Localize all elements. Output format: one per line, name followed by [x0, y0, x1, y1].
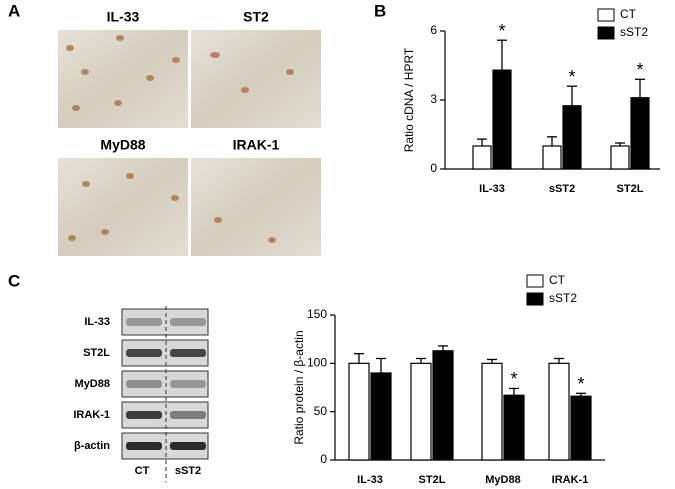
y-tick-label: 150 [307, 307, 327, 321]
bar [503, 394, 525, 461]
legend-swatch [526, 274, 544, 288]
significance: * [498, 21, 505, 41]
micrographs: IL-33 ST2 MyD88 IRAK-1 [58, 9, 321, 256]
significance: * [510, 369, 517, 389]
legend-label: CT [549, 273, 566, 287]
panel-label: A [8, 1, 20, 20]
bar [370, 372, 392, 461]
blot-row-label: MyD88 [75, 378, 110, 390]
image-title: IL-33 [107, 9, 140, 25]
blot-column-label: CT [135, 465, 150, 477]
band [126, 318, 162, 326]
bar [472, 145, 492, 170]
image-title: MyD88 [100, 137, 145, 153]
band [170, 442, 206, 450]
bar [630, 97, 650, 170]
bar [610, 145, 630, 170]
x-tick-label: IRAK-1 [552, 474, 589, 486]
bar [542, 145, 562, 170]
y-axis-label: Ratio cDNA / HPRT [402, 47, 416, 152]
legend-label: sST2 [620, 25, 648, 39]
image-title: ST2 [243, 9, 269, 25]
blot-frame [121, 370, 209, 398]
blot-row-label: β-actin [74, 440, 110, 452]
band [126, 349, 162, 357]
blot-frame [121, 308, 209, 336]
y-tick-label: 3 [430, 92, 437, 106]
band [170, 349, 206, 357]
band [126, 380, 162, 388]
x-tick-label: MyD88 [485, 474, 520, 486]
band [170, 318, 206, 326]
image-title: IRAK-1 [233, 137, 280, 153]
y-tick-label: 6 [430, 23, 437, 37]
bar [562, 105, 582, 170]
nuclei [66, 35, 294, 243]
legend-swatch [597, 8, 615, 22]
y-tick-label: 0 [320, 452, 327, 466]
significance: * [577, 374, 584, 394]
y-tick-label: 100 [307, 356, 327, 370]
x-tick-label: IL-33 [357, 474, 383, 486]
legend-swatch [526, 292, 544, 306]
x-tick-label: ST2L [617, 183, 644, 195]
bar [481, 362, 503, 461]
legend-label: sST2 [549, 291, 577, 305]
blot-row-label: IL-33 [84, 316, 110, 328]
panel-label: C [8, 271, 20, 290]
legend-swatch [597, 26, 615, 40]
x-tick-label: ST2L [419, 474, 446, 486]
blot-row-label: ST2L [83, 347, 110, 359]
legend-label: CT [620, 7, 637, 21]
micrograph [58, 30, 188, 128]
x-tick-label: sST2 [549, 183, 575, 195]
band [170, 380, 206, 388]
bar [432, 350, 454, 461]
y-tick-label: 0 [430, 161, 437, 175]
micrograph [191, 30, 321, 128]
bar [410, 362, 432, 461]
micrograph [58, 158, 188, 256]
western-blot: IL-33 ST2L MyD88 IRAK-1 β-actin [73, 308, 209, 460]
x-tick-label: IL-33 [479, 183, 505, 195]
bar [570, 395, 592, 461]
panel-label: B [374, 1, 386, 20]
bar [492, 69, 512, 170]
y-axis-label: Ratio protein / β-actin [292, 330, 306, 444]
blot-row-label: IRAK-1 [73, 409, 110, 421]
micrograph [191, 158, 321, 256]
bar [348, 362, 370, 461]
band [170, 411, 206, 419]
blot-column-label: sST2 [175, 465, 201, 477]
y-tick-label: 50 [314, 404, 328, 418]
significance: * [636, 60, 643, 80]
significance: * [568, 67, 575, 87]
band [126, 442, 162, 450]
bar [548, 362, 570, 461]
band [126, 411, 162, 419]
